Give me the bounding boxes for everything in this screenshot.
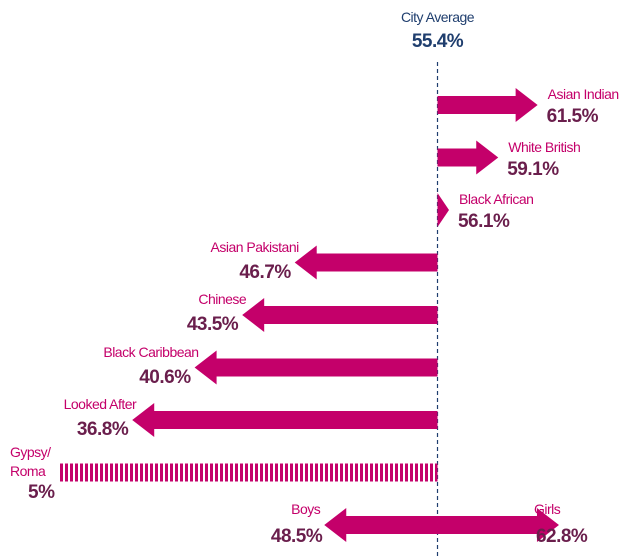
value-label: 40.6% <box>139 366 191 388</box>
value-label: 56.1% <box>457 211 510 232</box>
value-label: 36.8% <box>76 419 129 440</box>
arrow <box>132 403 438 437</box>
value-label: 61.5% <box>546 106 599 127</box>
arrow <box>437 193 449 227</box>
category-label: Black African <box>458 191 534 207</box>
arrow <box>60 463 438 482</box>
category-label: Asian Pakistani <box>210 238 300 255</box>
arrow <box>242 298 438 332</box>
reference-value: 55.4% <box>411 31 464 52</box>
value-label: 5% <box>28 481 55 503</box>
value-label: 46.7% <box>239 261 291 283</box>
category-label: White British <box>508 138 581 155</box>
value-label: 59.1% <box>507 158 559 180</box>
arrow <box>437 140 499 175</box>
category-label: Boys <box>291 501 321 517</box>
arrow <box>294 245 438 280</box>
arrow <box>437 88 538 122</box>
category-label: Asian Indian <box>547 86 620 102</box>
category-label: Girls <box>533 501 561 517</box>
category-label: Looked After <box>63 396 137 412</box>
reference-label: City Average <box>400 9 475 25</box>
arrow <box>324 508 438 542</box>
category-label: Black Caribbean <box>103 343 199 360</box>
arrow <box>194 350 438 385</box>
value-label: 62.8% <box>535 526 588 547</box>
value-label: 48.5% <box>270 526 323 547</box>
category-label: Gypsy/ Roma <box>10 443 51 479</box>
value-label: 43.5% <box>186 314 239 335</box>
category-label: Chinese <box>198 291 247 307</box>
arrow <box>437 508 559 542</box>
